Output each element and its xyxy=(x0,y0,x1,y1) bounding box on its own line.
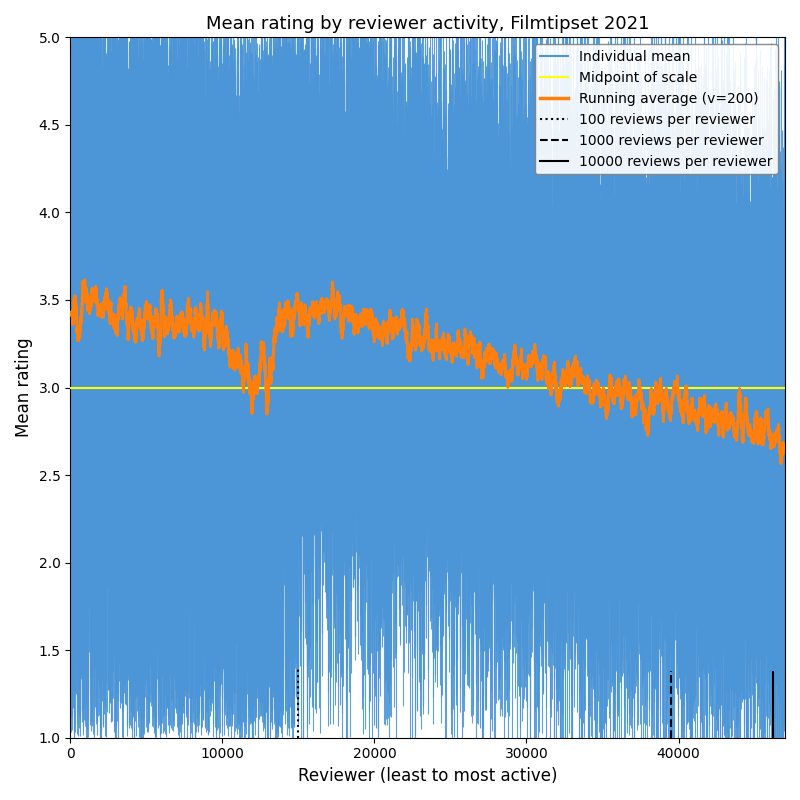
Y-axis label: Mean rating: Mean rating xyxy=(15,338,33,438)
X-axis label: Reviewer (least to most active): Reviewer (least to most active) xyxy=(298,767,558,785)
Legend: Individual mean, Midpoint of scale, Running average (v=200), 100 reviews per rev: Individual mean, Midpoint of scale, Runn… xyxy=(534,44,778,174)
Title: Mean rating by reviewer activity, Filmtipset 2021: Mean rating by reviewer activity, Filmti… xyxy=(206,15,650,33)
